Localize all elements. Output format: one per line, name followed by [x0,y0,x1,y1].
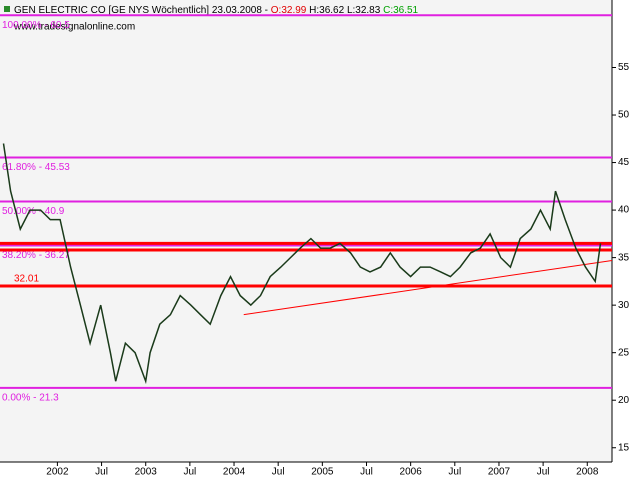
fib-label: 61.80% - 45.53 [2,162,70,173]
y-tick-label: 50 [618,110,630,121]
fib-label: 0.00% - 21.3 [2,392,59,403]
y-tick-label: 45 [618,157,630,168]
x-tick-label: Jul [272,467,285,478]
title-text: GEN ELECTRIC CO [GE NYS Wöchentlich] 23.… [14,5,268,16]
price-line [2,143,602,385]
x-tick-label: Jul [448,467,461,478]
y-tick-label: 25 [618,347,630,358]
high-low-label: H:36.62 L:32.83 [309,5,381,16]
y-tick-label: 15 [618,442,630,453]
x-tick-label: 2007 [488,467,511,478]
fib-label: 100.00% - 60.5 [2,20,70,31]
x-tick-label: 2002 [46,467,69,478]
close-label: C:36.51 [383,5,418,16]
source: www.tradesignalonline.com [13,22,135,33]
open-label: O:32.99 [271,5,307,16]
x-tick-label: 2006 [400,467,423,478]
x-tick-label: 2005 [311,467,334,478]
x-tick-label: Jul [183,467,196,478]
y-tick-label: 30 [618,300,630,311]
y-tick-label: 55 [618,62,630,73]
fib-label: 38.20% - 36.27 [2,250,70,261]
y-tick-label: 40 [618,205,630,216]
x-tick-label: Jul [95,467,108,478]
x-tick-label: 2008 [576,467,599,478]
y-tick-label: 35 [618,252,630,263]
title-icon [4,6,10,12]
fib-label: 50.00% - 40.9 [2,206,65,217]
y-tick-label: 20 [618,395,630,406]
x-tick-label: 2003 [135,467,158,478]
x-tick-label: Jul [360,467,373,478]
plot-area [0,0,612,462]
chart-title: GEN ELECTRIC CO [GE NYS Wöchentlich] 23.… [14,5,419,16]
x-tick-label: Jul [537,467,550,478]
trendline [243,259,613,316]
x-tick-label: 2004 [223,467,246,478]
support-label: 32.01 [14,274,39,285]
